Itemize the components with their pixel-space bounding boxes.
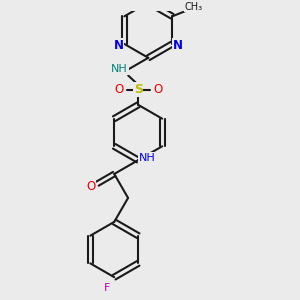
Text: O: O xyxy=(153,83,162,96)
Text: O: O xyxy=(114,83,123,96)
Text: N: N xyxy=(114,39,124,52)
Text: S: S xyxy=(134,83,143,96)
Text: O: O xyxy=(86,179,95,193)
Text: F: F xyxy=(104,283,110,293)
Text: NH: NH xyxy=(138,153,155,163)
Text: NH: NH xyxy=(111,64,128,74)
Text: N: N xyxy=(173,39,183,52)
Text: CH₃: CH₃ xyxy=(184,2,202,12)
